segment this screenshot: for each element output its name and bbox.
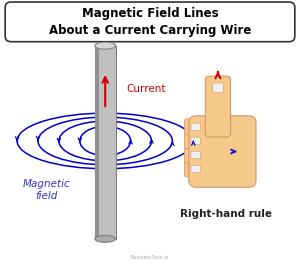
- FancyBboxPatch shape: [191, 123, 200, 131]
- FancyBboxPatch shape: [191, 165, 200, 173]
- Text: Current: Current: [126, 84, 166, 94]
- Ellipse shape: [95, 235, 116, 242]
- FancyBboxPatch shape: [184, 133, 207, 149]
- FancyBboxPatch shape: [5, 2, 295, 42]
- FancyBboxPatch shape: [213, 83, 223, 93]
- Ellipse shape: [95, 42, 116, 49]
- Bar: [95, 46, 98, 239]
- Bar: [95, 46, 116, 239]
- Text: Magnetic
field: Magnetic field: [23, 179, 71, 201]
- FancyBboxPatch shape: [189, 116, 256, 187]
- FancyBboxPatch shape: [184, 119, 207, 135]
- Text: Magnetic Field Lines
About a Current Carrying Wire: Magnetic Field Lines About a Current Car…: [49, 7, 251, 37]
- FancyBboxPatch shape: [191, 137, 200, 145]
- Text: BusinessTech.io: BusinessTech.io: [131, 255, 169, 260]
- FancyBboxPatch shape: [191, 151, 200, 159]
- FancyBboxPatch shape: [184, 147, 207, 163]
- Text: Right-hand rule: Right-hand rule: [180, 209, 272, 219]
- FancyBboxPatch shape: [205, 76, 231, 137]
- FancyBboxPatch shape: [184, 161, 207, 177]
